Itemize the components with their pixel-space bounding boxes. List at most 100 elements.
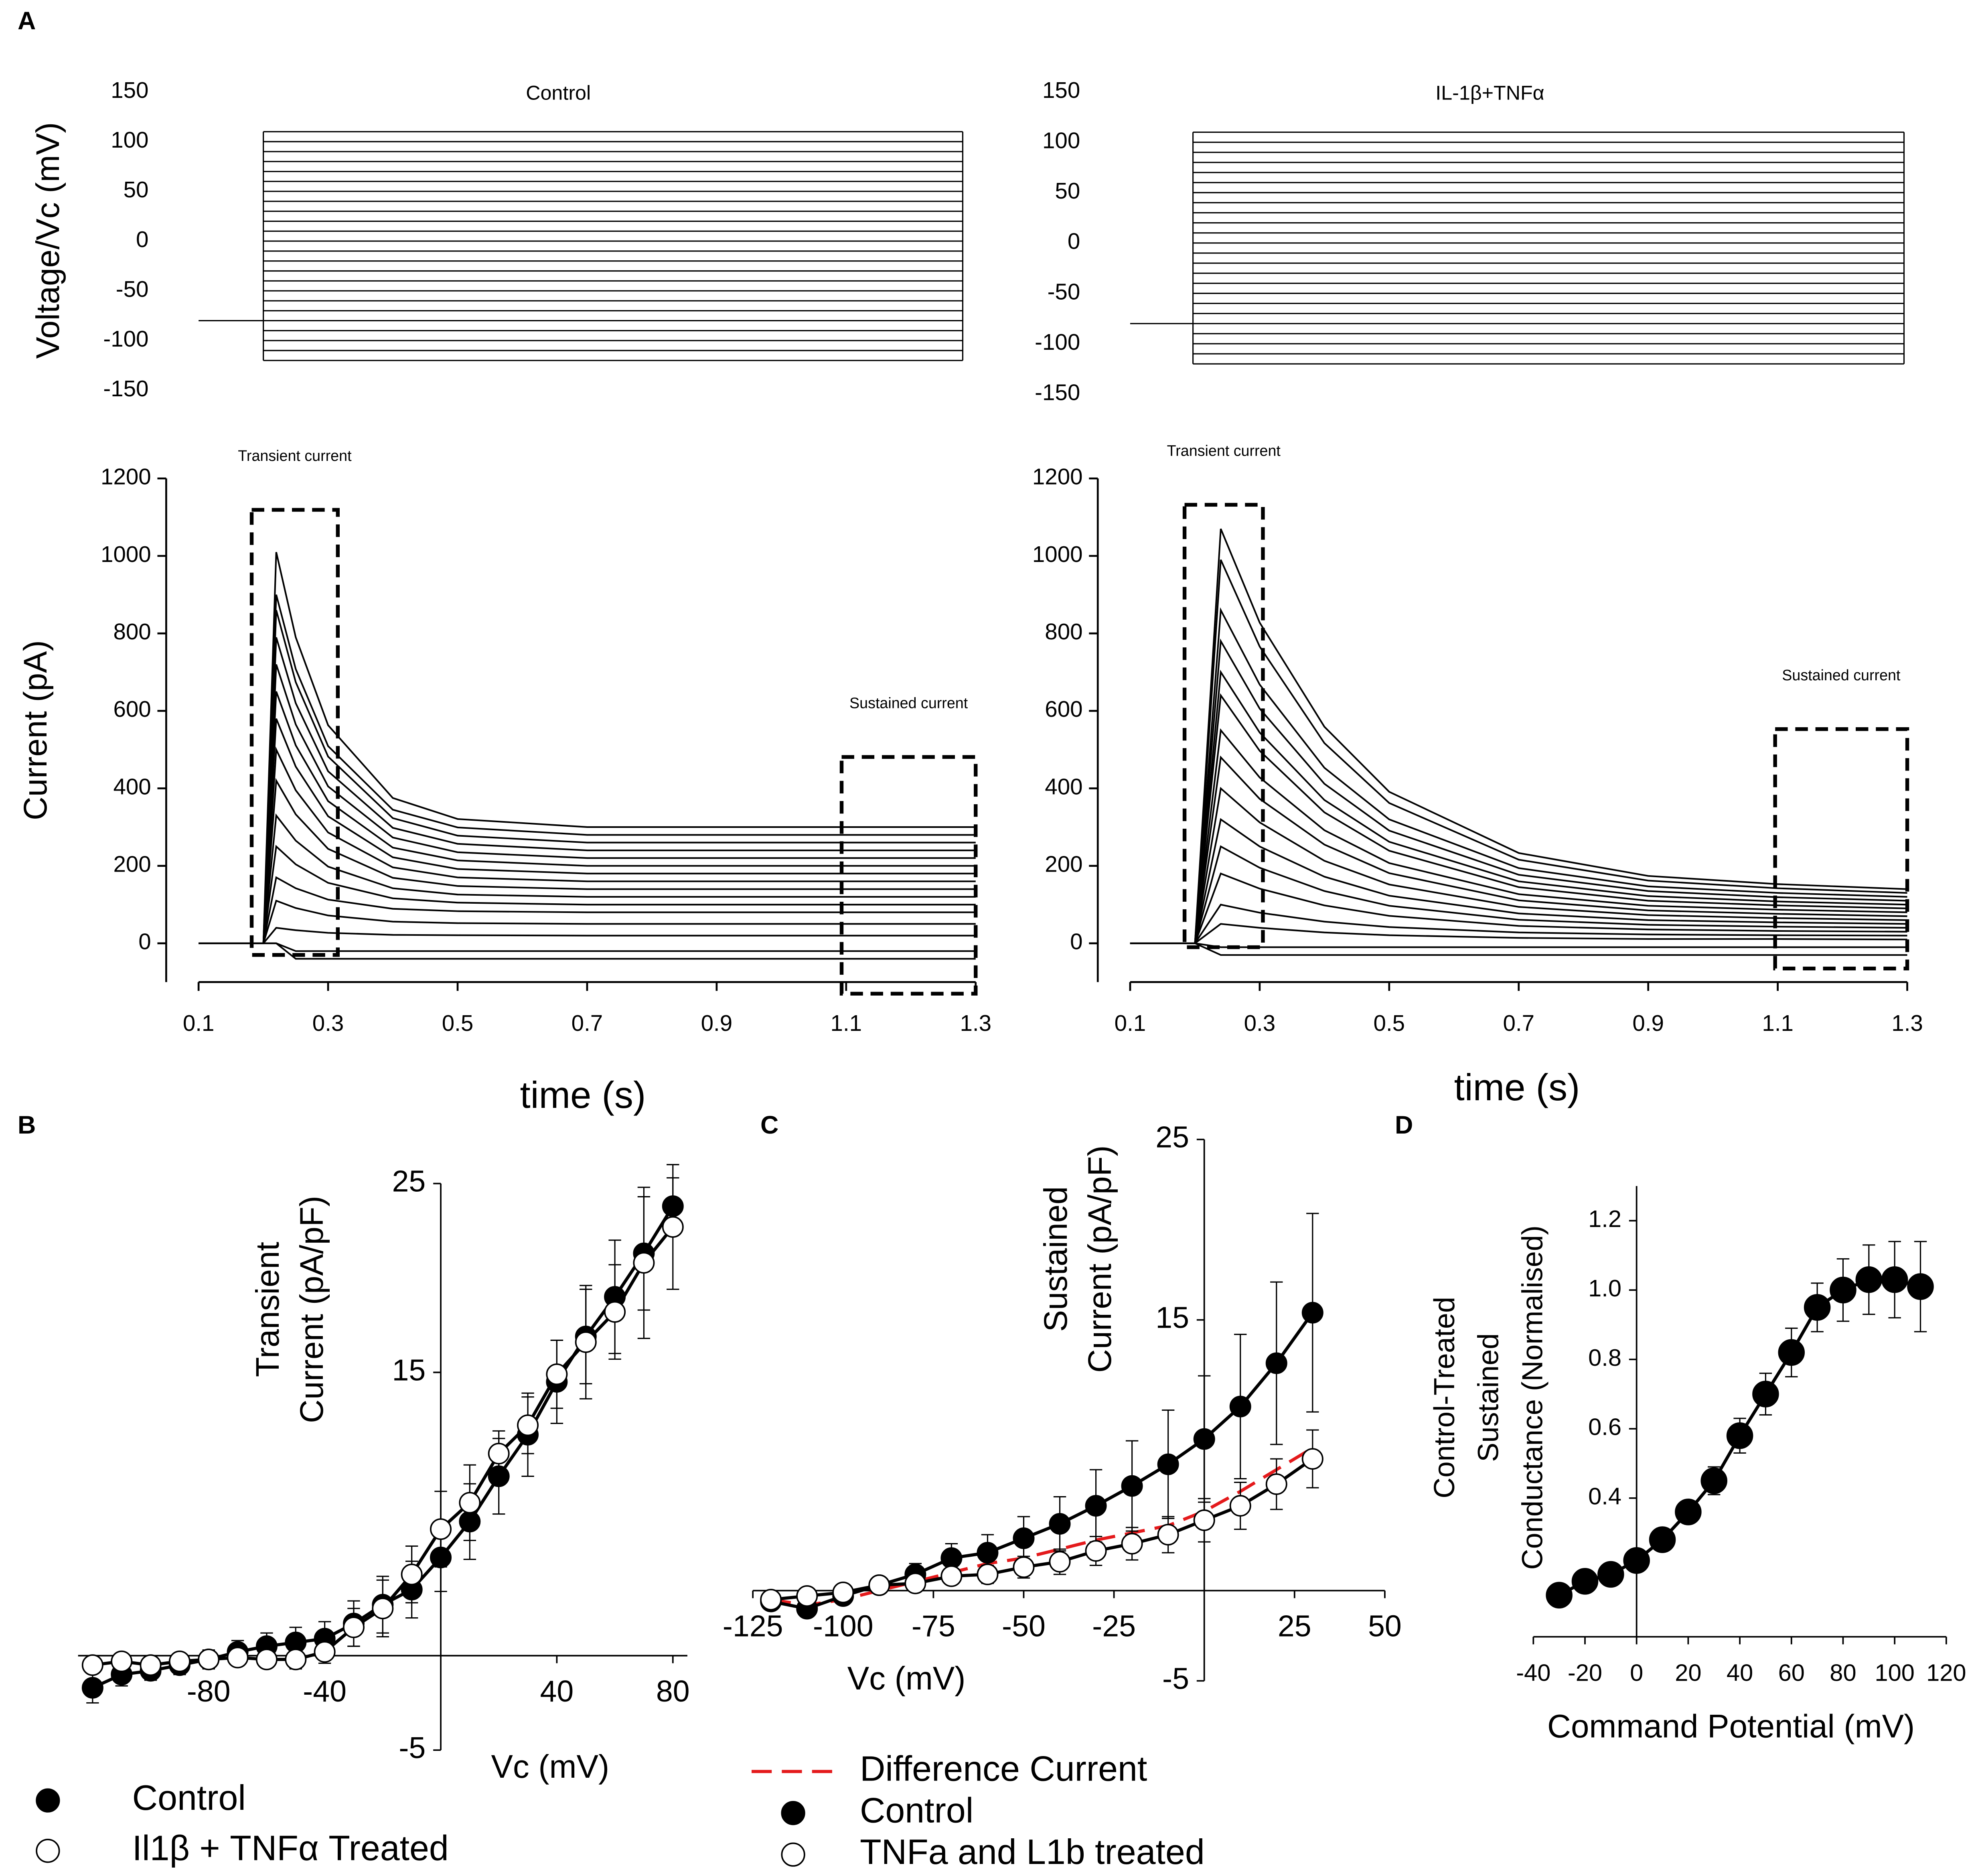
data-point bbox=[868, 1574, 890, 1596]
x-tick-label: 0.7 bbox=[572, 1010, 603, 1036]
y-tick-label: -150 bbox=[103, 376, 148, 401]
current-trace bbox=[1130, 693, 1907, 944]
window-box bbox=[249, 508, 340, 957]
data-point bbox=[1830, 1276, 1856, 1304]
y-tick-label: -100 bbox=[103, 326, 148, 351]
data-point bbox=[940, 1565, 963, 1587]
y-tick-label: 25 bbox=[1155, 1120, 1189, 1154]
y-axis-label: Current (pA) bbox=[17, 640, 54, 820]
data-point bbox=[1049, 1513, 1071, 1535]
data-point bbox=[604, 1301, 626, 1323]
y-tick-label: 1000 bbox=[1032, 542, 1083, 567]
y-tick-label: 50 bbox=[1055, 178, 1080, 203]
x-tick-label: 0.3 bbox=[312, 1010, 344, 1036]
data-point bbox=[760, 1589, 782, 1611]
x-tick-label: -40 bbox=[303, 1674, 347, 1708]
annotation: Sustained current bbox=[849, 694, 968, 711]
legend-label: TNFa and L1b treated bbox=[860, 1832, 1205, 1872]
data-point bbox=[111, 1650, 133, 1672]
x-tick-label: 20 bbox=[1675, 1659, 1701, 1686]
legend-swatch bbox=[36, 1788, 60, 1813]
current-trace bbox=[199, 718, 976, 944]
data-point bbox=[575, 1331, 597, 1353]
y-tick-label: 15 bbox=[1155, 1301, 1189, 1334]
current-trace bbox=[1130, 923, 1907, 944]
current-trace bbox=[199, 813, 976, 944]
current-trace bbox=[1130, 755, 1907, 944]
current-trace bbox=[1130, 845, 1907, 944]
data-point bbox=[1229, 1395, 1251, 1418]
x-tick-label: 25 bbox=[1278, 1609, 1311, 1643]
x-tick-label: -125 bbox=[723, 1609, 783, 1643]
data-point bbox=[1881, 1266, 1908, 1293]
chart-title: IL-1β+TNFα bbox=[1435, 82, 1544, 104]
x-axis-label: time (s) bbox=[520, 1074, 646, 1116]
data-point bbox=[1193, 1428, 1215, 1450]
x-tick-label: 60 bbox=[1778, 1659, 1805, 1686]
x-axis-label: Command Potential (mV) bbox=[1547, 1708, 1915, 1744]
y-axis-label: Current (pA/pF) bbox=[294, 1196, 330, 1423]
y-tick-label: 0 bbox=[136, 227, 148, 252]
data-point bbox=[1121, 1475, 1143, 1497]
y-tick-label: 150 bbox=[1042, 77, 1080, 103]
data-point bbox=[940, 1547, 963, 1569]
data-point bbox=[1855, 1266, 1883, 1293]
x-tick-label: 80 bbox=[656, 1674, 690, 1708]
data-point bbox=[517, 1414, 539, 1436]
data-point bbox=[140, 1654, 162, 1676]
data-point bbox=[1597, 1561, 1624, 1588]
data-point bbox=[1157, 1453, 1179, 1475]
y-tick-label: 0 bbox=[138, 929, 151, 954]
data-point bbox=[904, 1572, 926, 1594]
x-tick-label: 0.1 bbox=[183, 1010, 215, 1036]
data-point bbox=[796, 1585, 818, 1607]
current-trace bbox=[199, 664, 976, 944]
data-point bbox=[633, 1252, 655, 1274]
legend-swatch bbox=[781, 1801, 805, 1825]
x-tick-label: -75 bbox=[912, 1609, 955, 1643]
x-tick-label: 0.5 bbox=[1374, 1010, 1405, 1036]
legend-label: Difference Current bbox=[860, 1749, 1147, 1789]
data-point bbox=[1301, 1448, 1323, 1470]
y-axis-label: Sustained bbox=[1473, 1333, 1505, 1462]
data-point bbox=[372, 1597, 394, 1619]
y-tick-label: 150 bbox=[111, 77, 148, 103]
y-tick-label: -50 bbox=[116, 276, 149, 302]
data-point bbox=[1085, 1540, 1107, 1562]
x-tick-label: 0.1 bbox=[1115, 1010, 1146, 1036]
data-point bbox=[1804, 1294, 1831, 1321]
y-tick-label: 200 bbox=[113, 852, 151, 877]
data-point bbox=[1675, 1499, 1702, 1525]
y-axis-label: Conductance (Normalised) bbox=[1516, 1225, 1548, 1570]
x-tick-label: 40 bbox=[1727, 1659, 1753, 1686]
data-point bbox=[81, 1654, 103, 1676]
data-point bbox=[977, 1564, 999, 1586]
series-line bbox=[770, 1457, 1313, 1601]
y-axis-label: Voltage/Vc (mV) bbox=[30, 122, 66, 359]
data-point bbox=[168, 1650, 191, 1672]
data-point bbox=[1623, 1547, 1650, 1574]
current-trace bbox=[1130, 818, 1907, 944]
y-tick-label: -50 bbox=[1048, 279, 1080, 304]
window-box bbox=[1773, 727, 1909, 971]
data-point bbox=[1085, 1495, 1107, 1517]
y-tick-label: 1.0 bbox=[1588, 1275, 1621, 1302]
y-axis-label: Control-Treated bbox=[1429, 1297, 1461, 1499]
y-tick-label: 0 bbox=[1068, 229, 1080, 254]
data-point bbox=[1121, 1533, 1143, 1555]
current-trace bbox=[1130, 942, 1907, 956]
legend-swatch bbox=[781, 1842, 805, 1867]
current-trace bbox=[199, 778, 976, 944]
current-trace bbox=[199, 876, 976, 944]
current-trace bbox=[1130, 638, 1907, 944]
y-tick-label: 600 bbox=[113, 696, 151, 722]
window-box bbox=[839, 755, 978, 996]
y-tick-label: 25 bbox=[392, 1164, 426, 1198]
data-point bbox=[1013, 1527, 1035, 1549]
data-point bbox=[1778, 1339, 1805, 1366]
annotation: Transient current bbox=[238, 447, 352, 464]
y-tick-label: 600 bbox=[1045, 696, 1082, 722]
current-trace bbox=[199, 552, 976, 944]
